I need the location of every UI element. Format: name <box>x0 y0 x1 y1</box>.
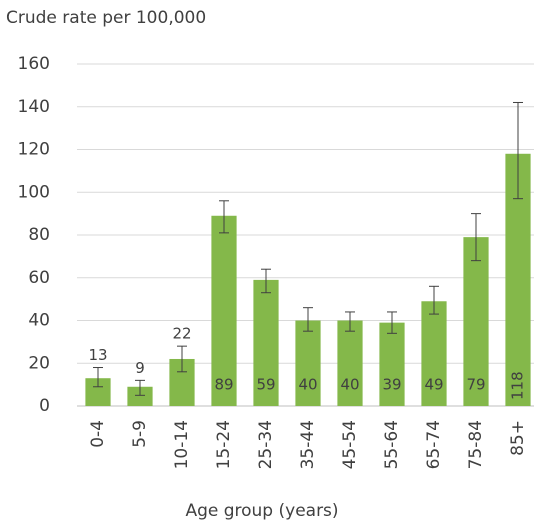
x-tick-label: 35-44 <box>298 420 318 469</box>
y-tick-label: 0 <box>39 396 50 416</box>
data-label: 39 <box>382 376 401 394</box>
x-tick-label: 65-74 <box>424 420 444 469</box>
y-tick-label: 20 <box>28 353 50 373</box>
bar <box>379 322 405 406</box>
bar <box>337 320 363 406</box>
bar <box>127 386 153 406</box>
data-label: 40 <box>298 376 317 394</box>
y-tick-label: 100 <box>18 182 50 202</box>
data-label: 118 <box>509 371 527 400</box>
data-label: 9 <box>135 359 145 377</box>
x-tick-label: 45-54 <box>340 420 360 469</box>
data-label: 89 <box>214 376 233 394</box>
x-tick-label: 5-9 <box>130 420 150 448</box>
data-label: 13 <box>88 346 107 364</box>
bar <box>421 301 447 406</box>
data-label: 79 <box>466 376 485 394</box>
y-tick-label: 120 <box>18 140 50 160</box>
x-tick-label: 25-34 <box>256 420 276 469</box>
y-tick-label: 140 <box>18 97 50 117</box>
y-tick-label: 60 <box>28 268 50 288</box>
y-tick-label: 160 <box>18 54 50 74</box>
data-label: 22 <box>172 325 191 343</box>
chart-title: Crude rate per 100,000 <box>6 8 206 28</box>
x-tick-label: 10-14 <box>172 420 192 469</box>
x-tick-label: 85+ <box>508 420 528 456</box>
y-tick-label: 80 <box>28 225 50 245</box>
x-tick-label: 0-4 <box>88 420 108 448</box>
data-label: 49 <box>424 376 443 394</box>
data-label: 59 <box>256 376 275 394</box>
bar <box>253 279 279 406</box>
y-tick-label: 40 <box>28 311 50 331</box>
x-tick-label: 15-24 <box>214 420 234 469</box>
x-tick-label: 75-84 <box>466 420 486 469</box>
x-axis-title: Age group (years) <box>185 501 338 521</box>
bar <box>211 215 237 406</box>
data-label: 40 <box>340 376 359 394</box>
bar <box>295 320 321 406</box>
bar <box>463 237 489 406</box>
x-tick-label: 55-64 <box>382 420 402 469</box>
